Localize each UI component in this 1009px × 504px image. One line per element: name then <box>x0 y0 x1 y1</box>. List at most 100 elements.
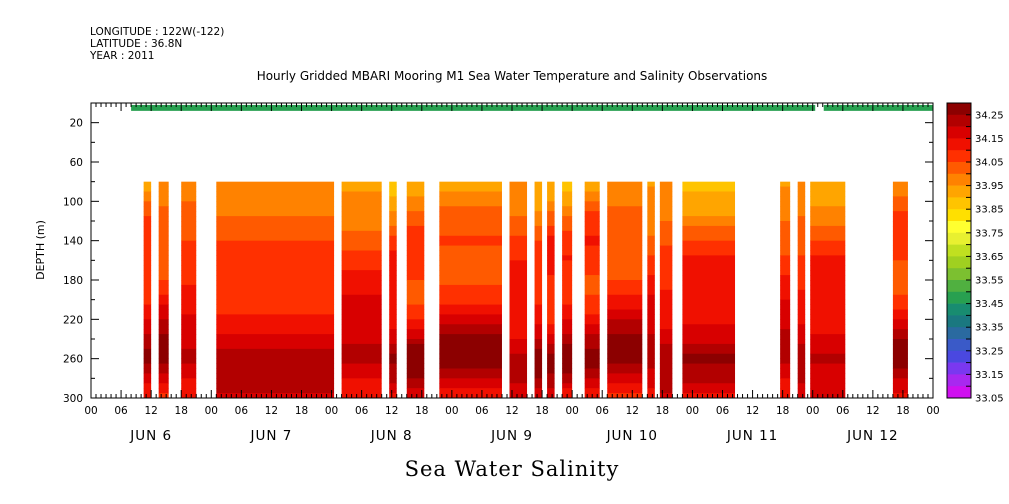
data-cell <box>584 289 600 296</box>
data-cell <box>547 314 555 320</box>
data-cell <box>797 201 806 207</box>
data-cell <box>158 284 169 291</box>
data-cell <box>892 373 908 379</box>
data-cell <box>341 235 382 242</box>
data-cell <box>406 225 425 232</box>
colorbar-swatch <box>947 327 971 340</box>
data-cell <box>181 260 197 266</box>
data-cell <box>181 289 197 296</box>
data-cell <box>584 284 600 291</box>
data-cell <box>534 284 543 291</box>
data-cell <box>534 339 543 345</box>
data-cell <box>682 216 736 222</box>
data-cell <box>406 186 425 192</box>
data-cell <box>584 368 600 374</box>
data-cell <box>659 363 673 369</box>
data-cell <box>439 265 502 271</box>
data-cell <box>562 255 573 261</box>
data-cell <box>439 393 502 398</box>
data-cell <box>810 284 846 291</box>
x-tick-label: 00 <box>926 405 939 417</box>
data-cell <box>158 304 169 310</box>
data-cell <box>780 289 791 296</box>
data-cell <box>797 334 806 340</box>
data-cell <box>439 353 502 360</box>
data-cell <box>534 299 543 305</box>
data-cell <box>216 304 335 310</box>
data-cell <box>682 260 736 266</box>
data-cell <box>659 304 673 310</box>
data-cell <box>892 186 908 192</box>
data-cell <box>659 339 673 345</box>
data-cell <box>797 221 806 227</box>
data-cell <box>547 196 555 202</box>
data-cell <box>659 186 673 192</box>
data-segment <box>547 181 555 398</box>
data-cell <box>547 368 555 374</box>
data-cell <box>682 383 736 389</box>
data-cell <box>143 373 152 379</box>
x-tick-label: 00 <box>325 405 338 417</box>
data-cell <box>341 329 382 335</box>
data-cell <box>439 289 502 296</box>
data-cell <box>158 230 169 237</box>
data-cell <box>547 240 555 246</box>
data-cell <box>797 314 806 320</box>
colorbar-swatch <box>947 350 971 363</box>
data-cell <box>892 225 908 232</box>
data-segment <box>341 181 382 398</box>
data-cell <box>797 255 806 261</box>
data-cell <box>607 255 643 261</box>
data-cell <box>647 358 655 364</box>
data-cell <box>607 240 643 246</box>
data-cell <box>341 314 382 320</box>
data-cell <box>439 191 502 197</box>
data-cell <box>682 343 736 350</box>
data-cell <box>547 289 555 296</box>
data-cell <box>547 378 555 384</box>
x-tick-label: 12 <box>505 405 518 417</box>
y-tick-label: 180 <box>63 275 83 287</box>
data-cell <box>158 329 169 335</box>
data-cell <box>584 329 600 335</box>
data-cell <box>216 309 335 315</box>
data-cell <box>584 388 600 394</box>
data-cell <box>647 211 655 217</box>
data-cell <box>341 343 382 350</box>
data-cell <box>143 294 152 301</box>
data-cell <box>509 388 528 394</box>
data-cell <box>607 230 643 237</box>
data-cell <box>607 334 643 340</box>
data-cell <box>509 378 528 384</box>
colorbar-label: 33.05 <box>975 394 1004 405</box>
data-cell <box>659 383 673 389</box>
data-cell <box>584 314 600 320</box>
data-cell <box>439 329 502 335</box>
data-cell <box>181 216 197 222</box>
data-cell <box>607 294 643 301</box>
data-cell <box>607 260 643 266</box>
data-cell <box>341 225 382 232</box>
data-cell <box>647 353 655 360</box>
data-cell <box>892 235 908 242</box>
data-cell <box>780 216 791 222</box>
data-cell <box>406 348 425 355</box>
data-cell <box>389 196 397 202</box>
data-cell <box>780 235 791 242</box>
data-cell <box>562 260 573 266</box>
data-cell <box>389 186 397 192</box>
data-cell <box>181 324 197 330</box>
data-cell <box>547 294 555 301</box>
x-tick-label: 00 <box>686 405 699 417</box>
data-cell <box>892 314 908 320</box>
data-cell <box>659 235 673 242</box>
data-cell <box>647 265 655 271</box>
data-cell <box>143 186 152 192</box>
data-cell <box>158 250 169 256</box>
data-cell <box>607 319 643 325</box>
data-cell <box>509 206 528 212</box>
data-cell <box>439 358 502 364</box>
data-cell <box>389 383 397 389</box>
data-cell <box>341 221 382 227</box>
data-cell <box>181 206 197 212</box>
